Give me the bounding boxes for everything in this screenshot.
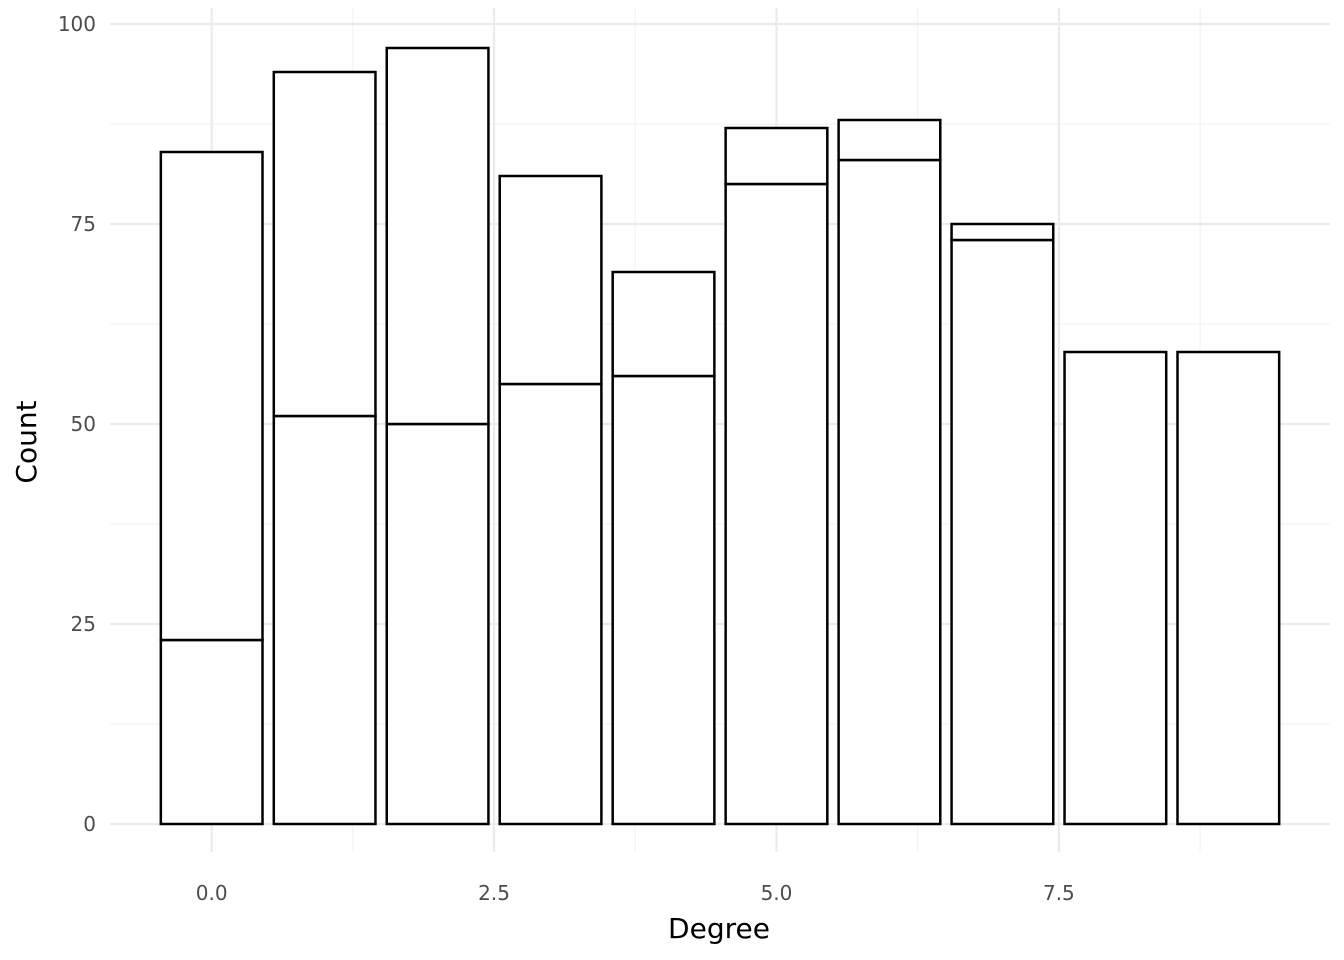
bar-segment-8-1 [1063,350,1168,826]
bar-segment-4-1 [611,374,716,826]
bar-segment-1-2 [272,70,377,418]
x-tick-label: 5.0 [761,881,793,905]
bar-segment-1-1 [272,414,377,826]
bar-segment-5-2 [724,126,829,186]
y-tick-label: 100 [58,12,96,36]
y-tick-label: 0 [83,812,96,836]
bar-segment-7-1 [950,238,1055,826]
bar-segment-4-2 [611,270,716,378]
bar-segment-0-2 [159,150,264,642]
y-tick-label: 50 [71,412,96,436]
bar-segment-3-2 [498,174,603,386]
bar-segment-0-1 [159,638,264,826]
bar-segment-7-2 [950,222,1055,242]
y-tick-label: 75 [71,212,96,236]
bar-segment-2-1 [385,422,490,826]
x-axis-title: Degree [668,912,770,945]
y-axis-title: Count [10,400,43,483]
y-tick-label: 25 [71,612,96,636]
bar-segment-2-2 [385,46,490,426]
bar-segment-9-1 [1176,350,1281,826]
bar-segment-3-1 [498,382,603,826]
x-tick-label: 7.5 [1043,881,1075,905]
bar-segment-5-1 [724,182,829,826]
bar-segment-6-2 [837,118,942,162]
x-tick-label: 0.0 [196,881,228,905]
bar-segment-6-1 [837,158,942,826]
tick-labels: 0.0 2.5 5.0 7.5 0 25 50 75 100 [58,12,1075,905]
x-tick-label: 2.5 [478,881,510,905]
bars [159,46,1281,826]
